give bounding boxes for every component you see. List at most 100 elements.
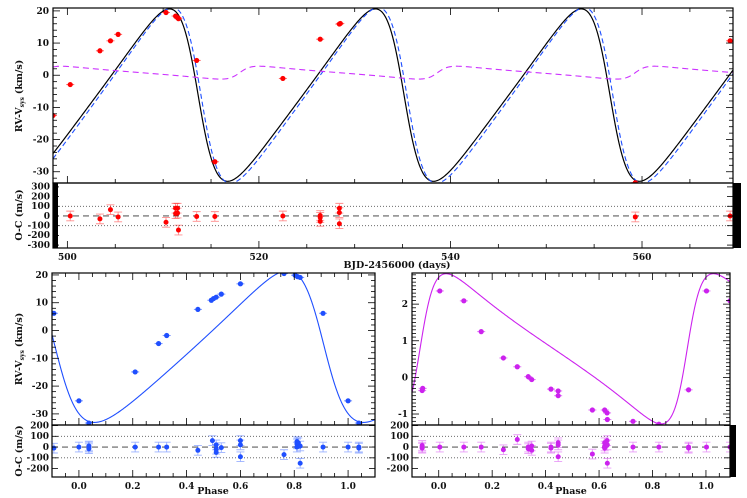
residual-point (336, 205, 342, 211)
y-tick-label: 1 (402, 337, 408, 347)
x-tick-label: 0.2 (484, 482, 500, 492)
residual-point (76, 444, 82, 450)
y-tick-label: 0 (402, 373, 408, 383)
residual-point (237, 442, 243, 448)
data-point (212, 159, 218, 165)
residual-point (478, 444, 484, 450)
data-point (589, 407, 595, 413)
data-point (656, 421, 662, 425)
residual-left-bar (53, 183, 58, 248)
y-tick-label: -10 (33, 103, 49, 113)
residual-point (175, 210, 181, 216)
data-point (437, 288, 443, 294)
data-point (685, 387, 692, 393)
x-tick-label: 540 (441, 253, 460, 263)
data-point (317, 36, 323, 42)
residual-point (115, 214, 121, 220)
x-tick-label: 0.6 (591, 482, 607, 492)
total-model-curve (53, 8, 733, 182)
residual-y-tick-label: -100 (386, 454, 409, 464)
residual-point (297, 443, 303, 449)
residual-point (237, 438, 243, 444)
data-point (280, 75, 286, 82)
residual-point (604, 442, 610, 448)
data-point (703, 288, 710, 294)
residual-point (461, 444, 467, 450)
residual-point (514, 437, 520, 443)
main-plot (412, 273, 730, 425)
residual-y-tick-label: 100 (31, 202, 50, 212)
data-point (514, 364, 520, 370)
y-tick-label: 0 (42, 327, 48, 337)
residual-point (194, 213, 200, 219)
residual-point (555, 442, 561, 448)
top-residual-axis-label: O-C (m/s) (14, 189, 25, 240)
residual-y-tick-label: -200 (26, 464, 49, 474)
data-point (478, 329, 484, 335)
residual-point (630, 444, 636, 450)
x-tick-label: 1.0 (698, 482, 714, 492)
residual-y-tick-label: 0 (403, 443, 409, 453)
residual-point (107, 207, 113, 213)
data-point (555, 388, 561, 394)
data-point (175, 16, 182, 22)
y-tick-label: 10 (36, 39, 49, 49)
y-tick-label: 0 (43, 71, 49, 81)
main-frame (51, 272, 376, 426)
phase-model-curve (52, 273, 375, 423)
residual-point (132, 444, 138, 450)
data-point (164, 332, 170, 339)
residual-point (213, 442, 219, 448)
residual-point (195, 447, 201, 453)
data-point (195, 306, 201, 313)
x-tick-label: 0.4 (538, 482, 554, 492)
data-point (107, 38, 114, 44)
data-point (345, 398, 351, 404)
residual-point (529, 443, 535, 449)
residual-point (86, 443, 92, 449)
bottom-left-x-axis-label: Phase (197, 486, 229, 497)
data-point (218, 291, 224, 297)
x-tick-label: 0.0 (71, 482, 87, 492)
residual-point (345, 444, 351, 450)
residual-point (218, 445, 224, 451)
residual-y-tick-label: 100 (390, 432, 409, 442)
data-point (604, 410, 610, 416)
residual-y-tick-label: -200 (386, 464, 409, 474)
residual-point (529, 447, 535, 453)
residual-right-bar (733, 183, 741, 248)
x-tick-label: 520 (250, 253, 269, 263)
data-point (237, 281, 244, 287)
x-tick-label: 0.4 (179, 482, 195, 492)
data-point (548, 386, 554, 392)
residual-y-tick-label: -200 (27, 231, 50, 241)
data-point (97, 48, 103, 54)
data-point (630, 418, 636, 424)
residual-y-tick-label: 300 (31, 183, 50, 193)
residual-point (632, 214, 638, 220)
top-x-axis-label: BJD-2456000 (days) (343, 260, 450, 271)
residual-y-tick-label: 100 (30, 432, 49, 442)
data-point (356, 420, 362, 425)
residual-y-tick-label: 200 (31, 192, 50, 202)
residual-y-tick-label: -100 (26, 454, 49, 464)
residual-point (703, 444, 709, 450)
residual-y-tick-label: 200 (390, 421, 409, 431)
x-tick-label: 0.8 (645, 482, 661, 492)
residual-point (163, 219, 169, 225)
data-point (52, 310, 57, 316)
y-tick-label: 20 (35, 271, 48, 281)
x-tick-label: 560 (633, 253, 652, 263)
data-point (525, 374, 531, 380)
main-plot (53, 8, 733, 183)
x-tick-label: 0.8 (286, 482, 302, 492)
residual-point (175, 205, 181, 211)
residual-frame (51, 424, 376, 478)
data-point (461, 298, 467, 304)
residual-y-tick-label: 200 (30, 421, 49, 431)
y-tick-label: -1 (398, 410, 408, 420)
residual-right-bar (730, 425, 736, 477)
primary-model-curve (53, 8, 733, 183)
residual-point (317, 214, 323, 220)
